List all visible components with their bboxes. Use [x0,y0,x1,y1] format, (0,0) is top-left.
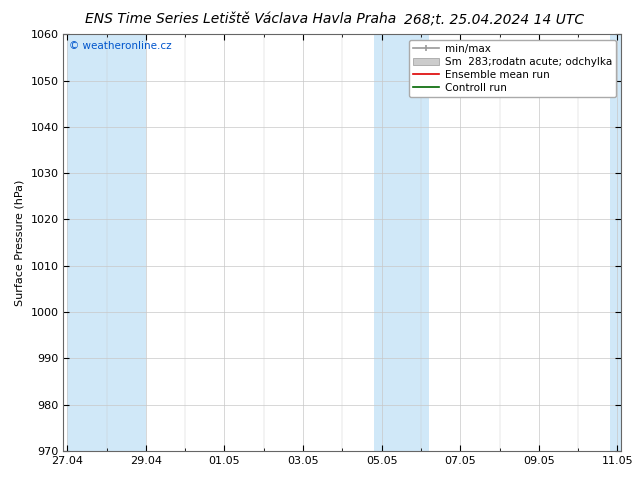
Y-axis label: Surface Pressure (hPa): Surface Pressure (hPa) [15,179,25,306]
Bar [374,34,429,451]
Text: ENS Time Series Letiště Václava Havla Praha: ENS Time Series Letiště Václava Havla Pr… [86,12,396,26]
Bar [67,34,146,451]
Bar [609,34,621,451]
Legend: min/max, Sm  283;rodatn acute; odchylka, Ensemble mean run, Controll run: min/max, Sm 283;rodatn acute; odchylka, … [410,40,616,97]
Text: © weatheronline.cz: © weatheronline.cz [69,41,172,50]
Text: 268;t. 25.04.2024 14 UTC: 268;t. 25.04.2024 14 UTC [404,12,585,26]
